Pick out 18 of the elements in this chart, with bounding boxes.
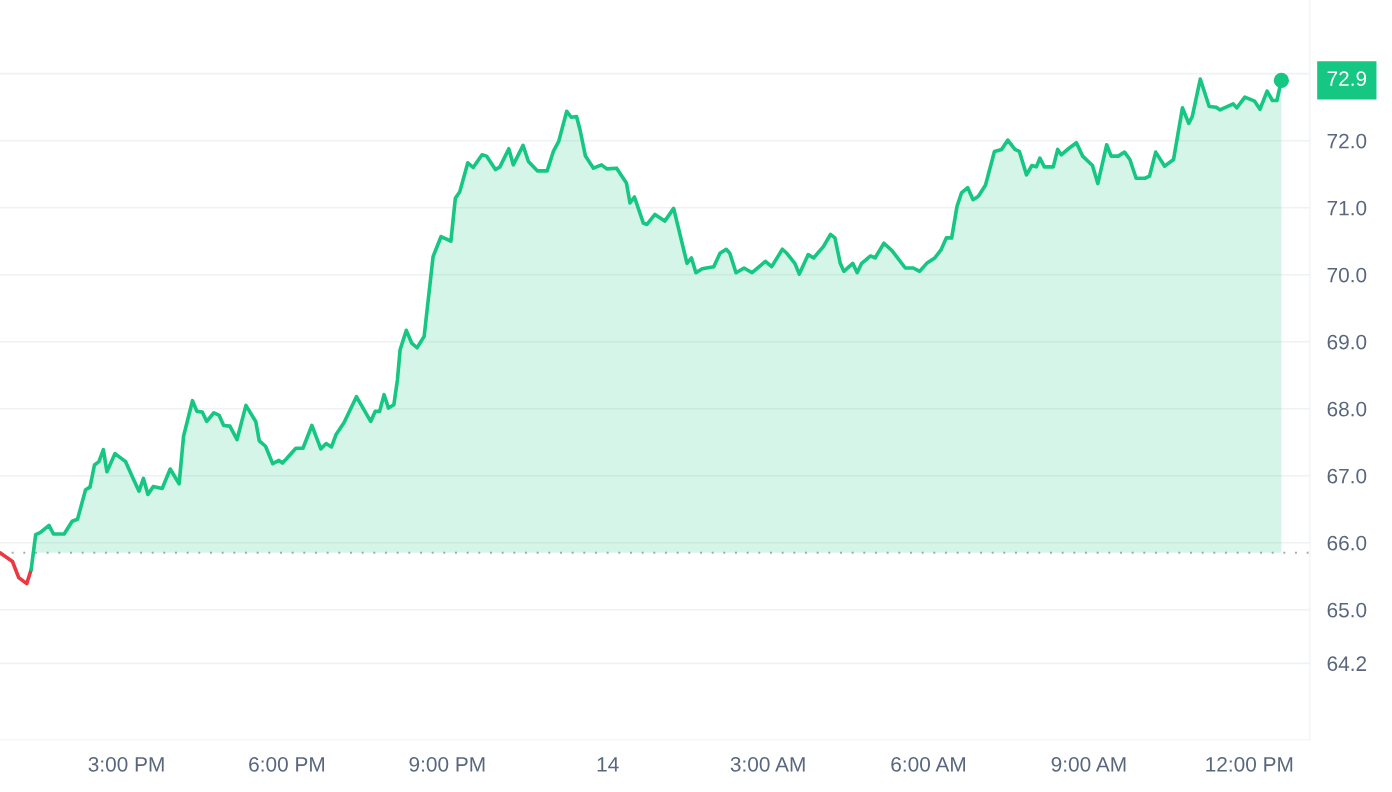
y-tick-label: 70.0	[1327, 267, 1367, 283]
y-tick-label: 64.2	[1327, 656, 1367, 672]
y-tick-label: 71.0	[1327, 200, 1367, 216]
x-tick-label: 3:00 PM	[88, 756, 164, 772]
x-tick-label: 14	[597, 757, 619, 772]
x-tick-label: 3:00 AM	[730, 756, 805, 772]
y-tick-label: 69.0	[1327, 334, 1367, 350]
x-tick-label: 9:00 PM	[409, 756, 485, 772]
x-tick-label: 6:00 AM	[891, 756, 966, 772]
y-tick-label: 65.0	[1327, 602, 1367, 618]
x-tick-label: 12:00 PM	[1206, 756, 1293, 772]
y-tick-label: 66.0	[1327, 535, 1367, 551]
y-tick-label: 72.0	[1327, 133, 1367, 149]
x-tick-label: 9:00 AM	[1051, 756, 1126, 772]
y-tick-label: 67.0	[1327, 468, 1367, 484]
annotation: 72.9	[1327, 71, 1367, 86]
x-tick-label: 6:00 PM	[249, 756, 325, 772]
y-tick-label: 68.0	[1327, 401, 1367, 417]
